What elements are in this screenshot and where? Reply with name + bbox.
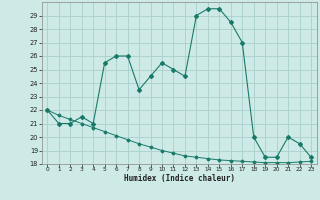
X-axis label: Humidex (Indice chaleur): Humidex (Indice chaleur) — [124, 174, 235, 183]
